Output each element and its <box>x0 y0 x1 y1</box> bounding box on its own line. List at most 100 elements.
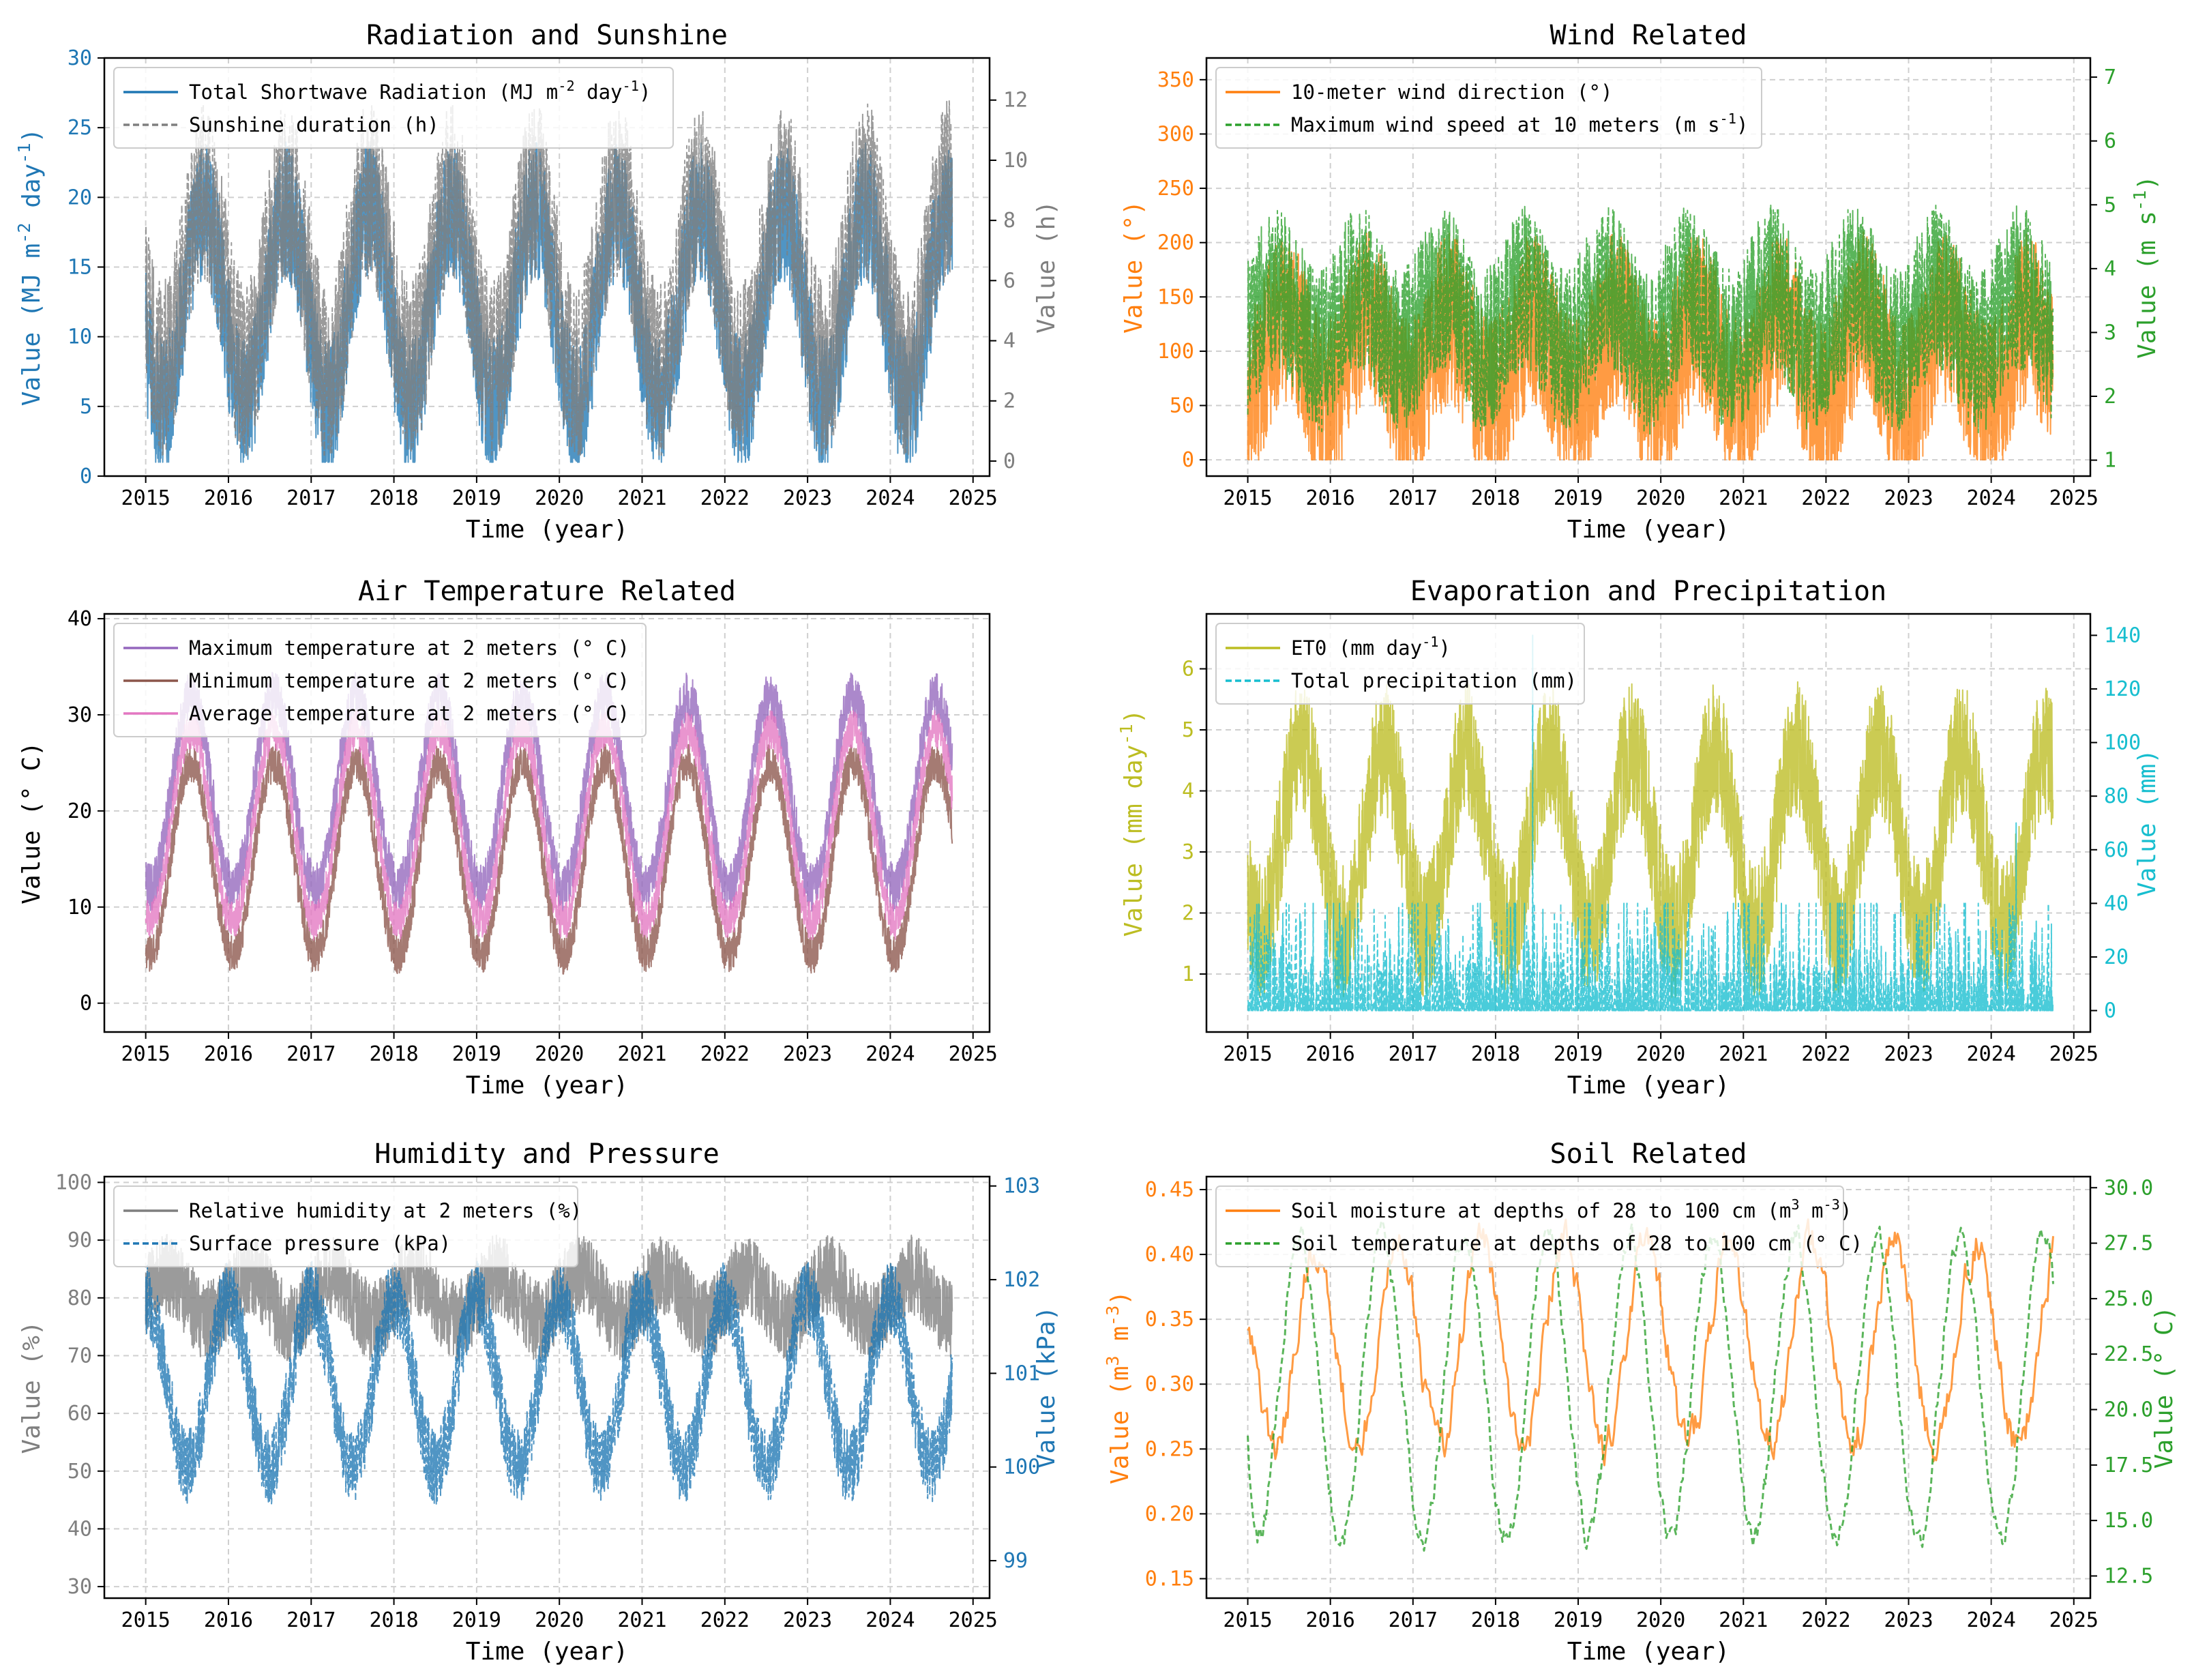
y-tick-label-right: 40 <box>2104 891 2129 915</box>
x-tick-label: 2015 <box>121 486 171 510</box>
y-tick-label-right: 4 <box>1003 329 1016 353</box>
x-tick-label: 2019 <box>1554 1042 1603 1066</box>
y-tick-label-right: 120 <box>2104 677 2141 701</box>
legend-label-total-precipitation-mm: Total precipitation (mm) <box>1291 669 1577 692</box>
x-tick-label: 2017 <box>286 1608 336 1632</box>
x-tick-label: 2015 <box>121 1608 171 1632</box>
y-tick-label-left: 10 <box>68 896 92 919</box>
series-line-average-temperature-at-2-meters-c <box>145 709 953 941</box>
x-tick-label: 2020 <box>535 486 584 510</box>
legend-box <box>1215 67 1762 149</box>
legend: Relative humidity at 2 meters (%) Surface… <box>113 1185 582 1267</box>
x-tick-label: 2016 <box>1306 486 1355 510</box>
legend: ET0 (mm day-1)Total precipitation (mm) <box>1215 623 1585 705</box>
x-tick-label: 2019 <box>452 1608 501 1632</box>
y-axis-label-left: Value (MJ m-2 day-1) <box>14 128 46 407</box>
y-tick-label-left: 200 <box>1157 231 1194 255</box>
x-axis-label: Time (year) <box>466 1072 628 1100</box>
y-tick-label-right: 103 <box>1003 1175 1040 1198</box>
x-tick-label: 2022 <box>700 1042 750 1066</box>
y-tick-label-left: 25 <box>68 116 92 140</box>
y-tick-label-right: 6 <box>1003 269 1016 293</box>
x-tick-label: 2025 <box>2049 1608 2099 1632</box>
y-axis-label-left: Value (%) <box>18 1321 46 1454</box>
y-tick-label-left: 70 <box>68 1344 92 1368</box>
x-tick-label: 2016 <box>204 1608 253 1632</box>
y-tick-label-left: 100 <box>55 1170 92 1194</box>
series-group-evaporation <box>1247 634 2054 1012</box>
x-tick-label: 2017 <box>1389 486 1438 510</box>
y-tick-label-left: 0.15 <box>1145 1567 1194 1591</box>
x-tick-label: 2015 <box>1223 1608 1272 1632</box>
y-tick-label-right: 5 <box>2104 193 2116 217</box>
plot-frame <box>1205 57 2092 477</box>
y-tick-label-right: 102 <box>1003 1268 1040 1292</box>
legend-label-average-temperature-at-2-meters-c: Average temperature at 2 meters (° C) <box>189 702 629 725</box>
y-axis-label-right: Value (° C) <box>2150 1306 2178 1469</box>
x-tick-label: 2022 <box>1801 1608 1850 1632</box>
x-tick-label: 2022 <box>1801 1042 1850 1066</box>
legend-box <box>1215 1185 1844 1267</box>
y-tick-label-right: 99 <box>1003 1549 1028 1573</box>
chart-title: Humidity and Pressure <box>374 1138 720 1170</box>
legend-box <box>113 67 674 149</box>
legend-box <box>1215 623 1585 705</box>
legend-label-maximum-temperature-at-2-meters-c: Maximum temperature at 2 meters (° C) <box>189 636 629 660</box>
x-tick-label: 2021 <box>1719 486 1768 510</box>
y-tick-label-left: 0.40 <box>1145 1243 1194 1267</box>
y-tick-label-right: 10 <box>1003 149 1028 173</box>
series-line-surface-pressure-kpa <box>145 1261 953 1505</box>
y-tick-label-right: 12.5 <box>2104 1564 2153 1588</box>
x-axis-label: Time (year) <box>1567 1072 1730 1100</box>
x-tick-label: 2018 <box>369 1608 418 1632</box>
y-tick-label-left: 0.20 <box>1145 1502 1194 1526</box>
x-tick-label: 2020 <box>535 1608 584 1632</box>
y-tick-label-left: 350 <box>1157 68 1194 92</box>
y-tick-label-left: 2 <box>1182 901 1194 925</box>
legend-box <box>113 623 647 737</box>
plot-frame <box>1205 613 2092 1033</box>
y-tick-label-right: 15.0 <box>2104 1509 2153 1533</box>
y-tick-label-left: 40 <box>68 607 92 631</box>
chart-title: Air Temperature Related <box>358 576 736 607</box>
y-tick-label-left: 50 <box>1170 394 1194 418</box>
y-tick-label-left: 3 <box>1182 840 1194 864</box>
x-tick-label: 2021 <box>617 1608 666 1632</box>
x-tick-label: 2017 <box>286 486 336 510</box>
plot-frame <box>103 1175 991 1600</box>
legend-label-sunshine-duration-h: Sunshine duration (h) <box>189 113 439 136</box>
y-tick-label-left: 4 <box>1182 780 1194 804</box>
x-tick-label: 2023 <box>1884 1042 1933 1066</box>
x-tick-label: 2025 <box>949 486 998 510</box>
y-tick-label-right: 17.5 <box>2104 1454 2153 1477</box>
x-tick-label: 2018 <box>1471 1608 1520 1632</box>
series-line-minimum-temperature-at-2-meters-c <box>145 743 953 975</box>
y-tick-label-right: 140 <box>2104 623 2141 647</box>
x-tick-label: 2020 <box>1636 486 1685 510</box>
plot-frame <box>103 613 991 1033</box>
y-tick-label-left: 5 <box>80 395 92 419</box>
x-tick-label: 2022 <box>700 486 750 510</box>
y-tick-label-left: 0 <box>80 992 92 1016</box>
chart-radiation: 2015 2016 2017 2018 2019 2020 2021 2022 2023 2024… <box>14 20 1061 544</box>
y-tick-label-left: 100 <box>1157 340 1194 364</box>
y-tick-label-right: 1 <box>2104 449 2116 473</box>
x-tick-label: 2018 <box>1471 486 1520 510</box>
x-tick-label: 2024 <box>1967 1608 2016 1632</box>
y-tick-label-left: 0.35 <box>1145 1308 1194 1331</box>
x-tick-label: 2024 <box>1967 486 2016 510</box>
y-tick-label-right: 3 <box>2104 321 2116 344</box>
x-tick-label: 2023 <box>783 1608 832 1632</box>
x-tick-label: 2025 <box>949 1042 998 1066</box>
y-axis-label-right: Value (kPa) <box>1033 1306 1061 1469</box>
legend-label-maximum-wind-speed-at-10-meters-m-s-1: Maximum wind speed at 10 meters (m s-1) <box>1291 110 1748 136</box>
x-tick-label: 2025 <box>2049 1042 2099 1066</box>
x-tick-label: 2018 <box>1471 1042 1520 1066</box>
x-axis-label: Time (year) <box>1567 516 1730 544</box>
series-group-radiation <box>145 100 953 463</box>
y-tick-label-left: 0.25 <box>1145 1437 1194 1461</box>
y-tick-label-left: 30 <box>68 1575 92 1599</box>
y-axis-label-right: Value (m s-1) <box>2130 175 2162 359</box>
y-tick-label-left: 30 <box>68 46 92 70</box>
